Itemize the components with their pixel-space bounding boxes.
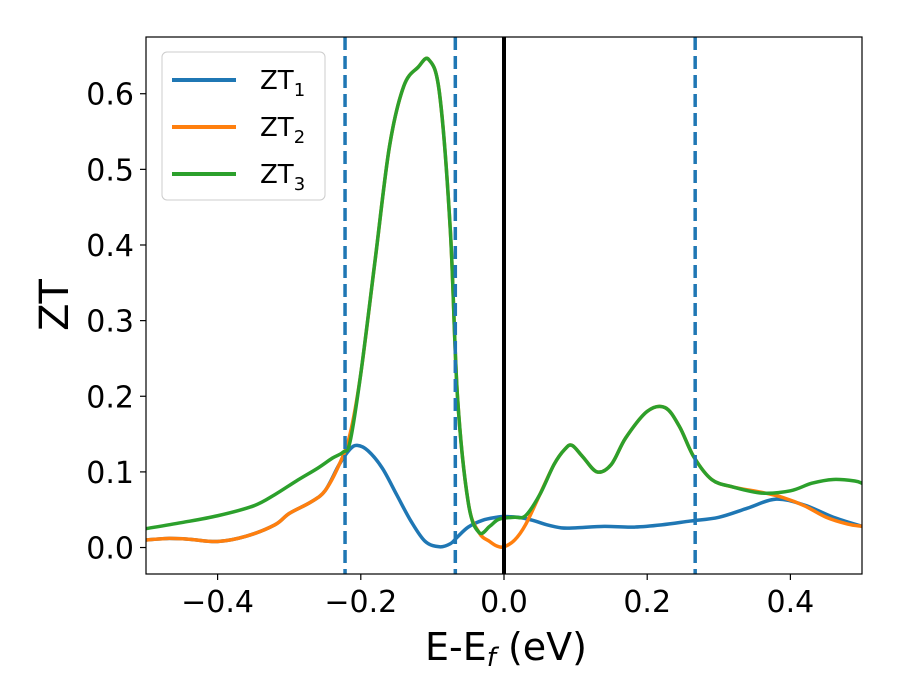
- y-axis-title: ZT: [32, 279, 78, 331]
- y-tick-label: 0.3: [86, 305, 134, 340]
- legend-label-zt2: ZT2: [260, 113, 305, 148]
- x-tick-label: 0.2: [623, 585, 671, 620]
- reference-lines: [343, 37, 697, 574]
- y-tick-label: 0.0: [86, 532, 134, 567]
- x-axis-title: E-Ef (eV): [425, 625, 587, 673]
- x-tick-label: −0.2: [324, 585, 397, 620]
- legend: ZT1 ZT2 ZT3: [161, 51, 326, 201]
- y-axis: 0.0 0.1 0.2 0.3 0.4 0.5 0.6: [86, 78, 146, 567]
- y-tick-label: 0.5: [86, 153, 134, 188]
- x-tick-label: −0.4: [181, 585, 254, 620]
- y-tick-label: 0.2: [86, 380, 134, 415]
- y-tick-label: 0.6: [86, 78, 134, 113]
- x-axis: −0.4 −0.2 0.0 0.2 0.4: [181, 574, 814, 620]
- legend-box: [161, 51, 326, 201]
- y-tick-label: 0.1: [86, 456, 134, 491]
- x-tick-label: 0.0: [480, 585, 528, 620]
- x-tick-label: 0.4: [767, 585, 815, 620]
- y-tick-label: 0.4: [86, 229, 134, 264]
- legend-label-zt3: ZT3: [260, 160, 305, 195]
- legend-label-zt1: ZT1: [260, 66, 305, 101]
